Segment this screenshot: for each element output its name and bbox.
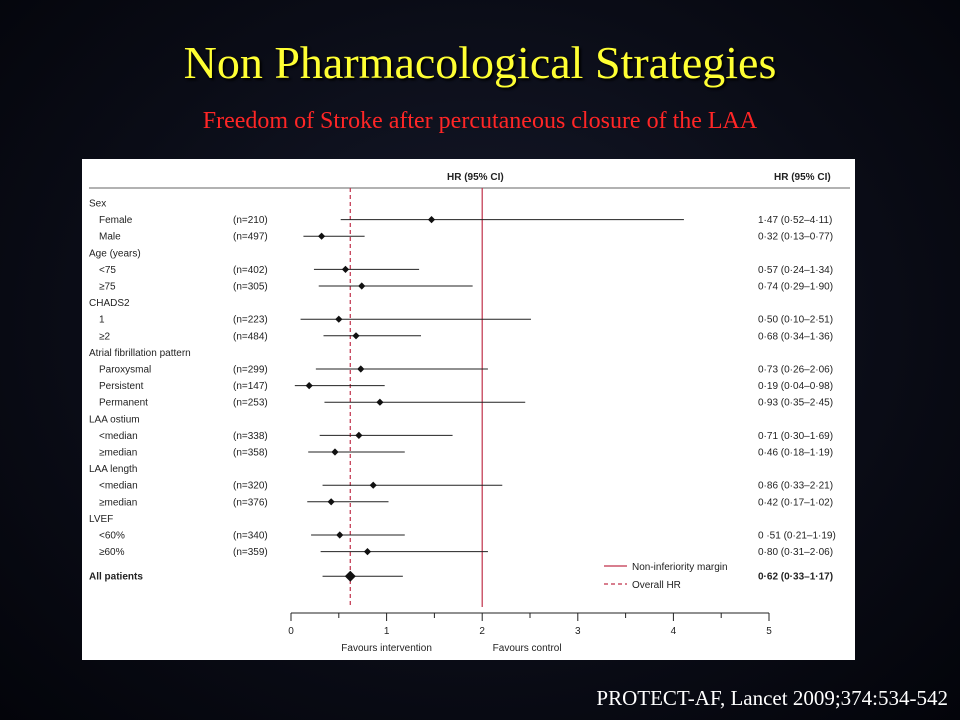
ci-text: 0·73 (0·26–2·06) <box>758 365 833 376</box>
subgroup-label: ≥median <box>99 497 137 508</box>
hr-marker <box>358 282 366 290</box>
group-label: Sex <box>89 199 106 210</box>
hr-marker <box>352 332 360 340</box>
x-tick-label: 0 <box>288 626 294 637</box>
ci-text: 1·47 (0·52–4·11) <box>758 215 832 226</box>
subgroup-label: ≥75 <box>99 282 116 293</box>
x-tick-label: 4 <box>671 626 677 637</box>
subgroup-n: (n=253) <box>233 398 268 409</box>
subgroup-label: Female <box>99 215 133 226</box>
citation: PROTECT-AF, Lancet 2009;374:534-542 <box>596 686 948 710</box>
subgroup-n: (n=358) <box>233 448 268 459</box>
subgroup-n: (n=338) <box>233 431 268 442</box>
overall-hr-marker <box>344 570 356 582</box>
slide-subtitle: Freedom of Stroke after percutaneous clo… <box>202 108 758 134</box>
subgroup-label: <median <box>99 431 138 442</box>
ci-text: 0·50 (0·10–2·51) <box>758 315 833 326</box>
subgroup-label: ≥median <box>99 448 137 459</box>
overall-label: All patients <box>89 572 143 583</box>
x-label-right: Favours control <box>493 643 562 654</box>
subgroup-n: (n=299) <box>233 365 268 376</box>
x-label-left: Favours intervention <box>341 643 432 654</box>
hr-marker <box>331 448 339 456</box>
subgroup-n: (n=376) <box>233 497 268 508</box>
x-tick-label: 3 <box>575 626 581 637</box>
overall-ci-text: 0·62 (0·33–1·17) <box>758 572 833 583</box>
header-right-label: HR (95% CI) <box>774 172 831 183</box>
x-tick-label: 2 <box>479 626 485 637</box>
subgroup-label: Paroxysmal <box>99 365 151 376</box>
subgroup-n: (n=305) <box>233 282 268 293</box>
hr-marker <box>341 265 350 273</box>
hr-marker <box>376 398 384 406</box>
ci-text: 0·46 (0·18–1·19) <box>758 448 833 459</box>
subgroup-label: 1 <box>99 315 105 326</box>
subgroup-label: <median <box>99 481 138 492</box>
slide-title: Non Pharmacological Strategies <box>183 37 777 88</box>
subgroup-n: (n=402) <box>233 265 268 276</box>
hr-marker <box>369 481 377 489</box>
x-tick-label: 5 <box>766 626 772 637</box>
group-label: CHADS2 <box>89 298 130 309</box>
hr-marker <box>355 431 363 439</box>
ci-text: 0·68 (0·34–1·36) <box>758 331 833 342</box>
group-label: LAA length <box>89 464 137 475</box>
legend-margin-label: Non-inferiority margin <box>632 562 728 573</box>
hr-marker <box>317 232 326 240</box>
hr-marker <box>327 498 335 506</box>
ci-text: 0·19 (0·04–0·98) <box>758 381 833 392</box>
ci-text: 0·80 (0·31–2·06) <box>758 547 833 558</box>
subgroup-n: (n=147) <box>233 381 268 392</box>
ci-text: 0·32 (0·13–0·77) <box>758 232 833 243</box>
group-label: LAA ostium <box>89 414 140 425</box>
ci-text: 0·42 (0·17–1·02) <box>758 497 833 508</box>
ci-text: 0·93 (0·35–2·45) <box>758 398 833 409</box>
subgroup-label: Persistent <box>99 381 144 392</box>
subgroup-label: ≥60% <box>99 547 125 558</box>
legend-overall-label: Overall HR <box>632 580 681 591</box>
group-label: LVEF <box>89 514 113 525</box>
ci-text: 0·74 (0·29–1·90) <box>758 282 833 293</box>
subgroup-n: (n=497) <box>233 232 268 243</box>
subgroup-n: (n=320) <box>233 481 268 492</box>
ci-text: 0·71 (0·30–1·69) <box>758 431 833 442</box>
group-label: Atrial fibrillation pattern <box>89 348 191 359</box>
forest-plot: HR (95% CI) HR (95% CI) Sex Female (n=210) 1·… <box>89 172 850 654</box>
subgroup-n: (n=359) <box>233 547 268 558</box>
subgroup-n: (n=340) <box>233 531 268 542</box>
ci-text: 0·57 (0·24–1·34) <box>758 265 833 276</box>
subgroup-label: Male <box>99 232 121 243</box>
hr-marker <box>357 365 365 373</box>
hr-marker <box>336 531 344 539</box>
subgroup-n: (n=484) <box>233 331 268 342</box>
subgroup-n: (n=223) <box>233 315 268 326</box>
subgroup-label: <60% <box>99 531 125 542</box>
group-label: Age (years) <box>89 248 141 259</box>
x-tick-label: 1 <box>384 626 390 637</box>
header-center-label: HR (95% CI) <box>447 172 504 183</box>
ci-text: 0·86 (0·33–2·21) <box>758 481 833 492</box>
subgroup-label: Permanent <box>99 398 148 409</box>
forest-plot-panel: HR (95% CI) HR (95% CI) Sex Female (n=210) 1·… <box>82 159 855 660</box>
hr-marker <box>305 382 313 390</box>
hr-marker <box>363 548 372 556</box>
subgroup-label: ≥2 <box>99 331 110 342</box>
ci-text: 0 ·51 (0·21–1·19) <box>758 531 836 542</box>
hr-marker <box>335 315 343 323</box>
subgroup-n: (n=210) <box>233 215 268 226</box>
hr-marker <box>427 216 436 224</box>
subgroup-label: <75 <box>99 265 116 276</box>
